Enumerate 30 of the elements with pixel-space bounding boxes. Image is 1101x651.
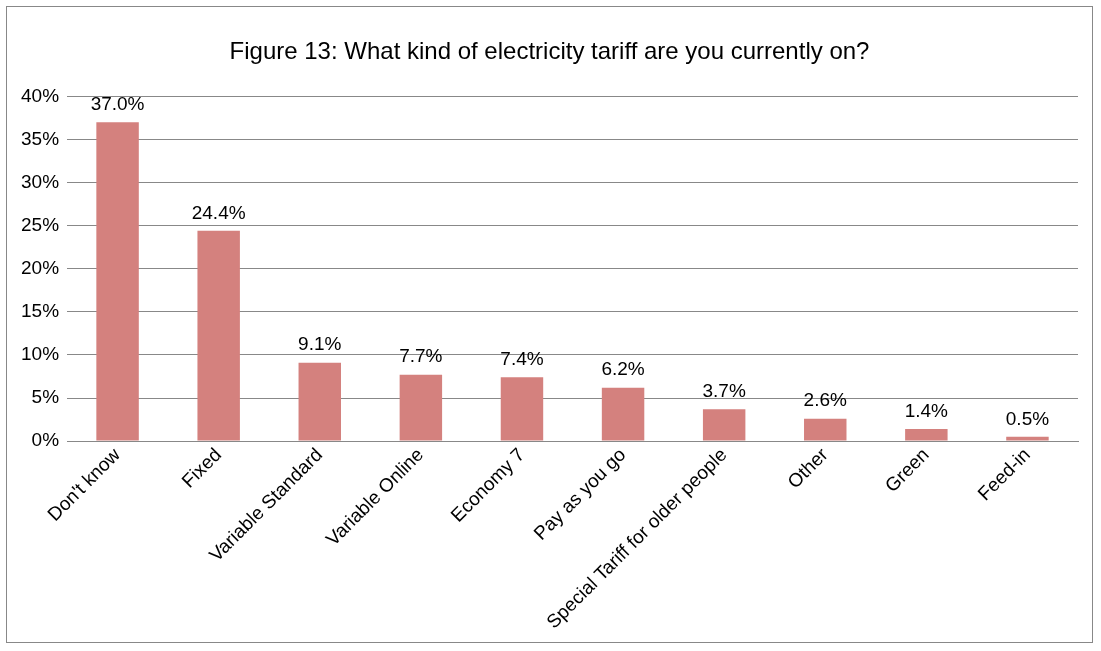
bar [804,418,847,441]
bar [1006,436,1049,441]
data-label: 3.7% [702,379,746,401]
bar [399,374,443,441]
bar [96,122,139,441]
data-label: 0.5% [1005,407,1050,429]
y-tick-label: 5% [31,386,60,408]
data-label: 9.1% [298,333,342,355]
y-tick-label: 20% [21,256,60,278]
data-label: 24.4% [191,201,246,223]
y-tick-label: 10% [21,343,60,365]
data-label: 37.0% [90,92,145,114]
bar [702,409,746,441]
bar [197,230,240,441]
y-tick-label: 25% [21,213,60,235]
y-tick-label: 30% [21,170,60,192]
chart-title: Figure 13: What kind of electricity tariff are you currently on? [228,37,871,65]
y-tick-label: 35% [21,127,60,149]
y-tick-label: 0% [31,429,60,451]
bar [298,362,341,441]
bar [905,429,948,441]
data-label: 7.7% [399,345,443,367]
y-tick-label: 40% [21,84,60,106]
y-tick-label: 15% [21,300,60,322]
data-label: 2.6% [803,389,848,411]
data-label: 7.4% [500,348,544,370]
bar [500,377,544,441]
data-label: 1.4% [904,399,949,421]
data-label: 6.2% [601,358,645,380]
bar [601,387,645,441]
